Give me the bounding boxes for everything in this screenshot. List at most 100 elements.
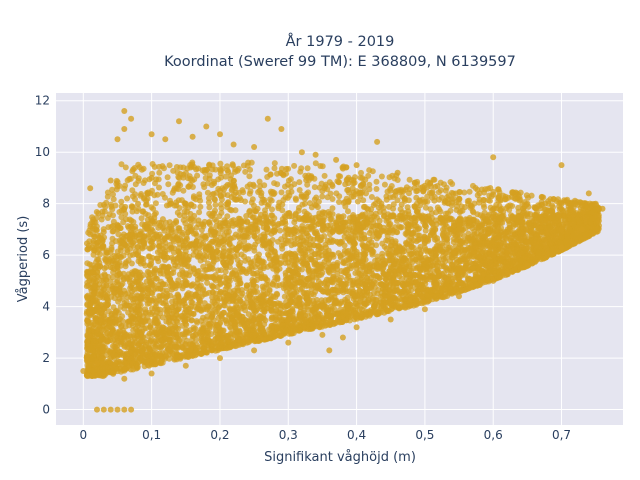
scatter-cloud-point	[361, 231, 368, 238]
scatter-cloud-point	[313, 194, 320, 201]
scatter-cloud-point	[182, 220, 189, 227]
scatter-cloud-point	[162, 194, 168, 201]
scatter-cloud-point	[352, 174, 358, 181]
scatter-cloud-point	[168, 254, 175, 261]
scatter-cloud-point	[138, 191, 145, 197]
scatter-cloud-point	[466, 188, 473, 195]
scatter-cloud-point	[218, 205, 225, 212]
scatter-cloud-point	[89, 214, 96, 221]
scatter-cloud-point	[181, 212, 188, 219]
scatter-cloud-point	[403, 239, 409, 246]
scatter-cloud-point	[129, 187, 136, 194]
scatter-cloud-point	[257, 183, 263, 190]
scatter-cloud-point	[99, 212, 106, 219]
scatter-cloud-point	[247, 166, 254, 173]
scatter-cloud-point	[365, 172, 372, 179]
scatter-cloud-point	[443, 210, 449, 217]
scatter-cloud-point	[170, 249, 177, 256]
scatter-cloud-point	[263, 166, 270, 173]
scatter-cloud-point	[373, 178, 380, 185]
scatter-cloud-point	[188, 282, 195, 289]
scatter-cloud-point	[350, 180, 357, 187]
scatter-cloud-point	[216, 310, 223, 317]
scatter-cloud-point	[399, 275, 405, 282]
scatter-cloud-point	[394, 197, 401, 204]
scatter-cloud-point	[271, 160, 278, 167]
scatter-cloud-point	[212, 166, 219, 173]
scatter-cloud-point	[301, 208, 308, 215]
scatter-cloud-point	[176, 227, 183, 234]
scatter-cloud-point	[212, 201, 219, 208]
scatter-cloud-point	[118, 254, 125, 261]
scatter-cloud-point	[480, 201, 487, 208]
scatter-cloud-point	[107, 249, 114, 256]
scatter-cloud-point	[376, 222, 383, 229]
scatter-cloud-point	[197, 203, 204, 210]
scatter-cloud-point	[449, 181, 456, 187]
scatter-cloud-point	[204, 189, 211, 196]
scatter-cloud-point	[245, 159, 252, 166]
scatter-cloud-point	[177, 182, 184, 189]
scatter-cloud-point	[448, 196, 455, 202]
scatter-cloud-point	[283, 170, 290, 177]
scatter-cloud-point	[183, 224, 190, 231]
scatter-cloud-point	[373, 186, 380, 192]
scatter-cloud-point	[225, 224, 232, 231]
scatter-cloud-point	[264, 245, 271, 252]
scatter-cloud-point	[368, 194, 375, 200]
scatter-cloud-point	[292, 210, 299, 217]
scatter-cloud-point	[165, 313, 172, 320]
scatter-cloud-point	[358, 169, 364, 176]
scatter-cloud-point	[444, 240, 451, 247]
scatter-cloud-point	[356, 235, 363, 242]
scatter-cloud-point	[224, 213, 231, 220]
scatter-cloud-point	[269, 212, 276, 219]
scatter-cloud-point	[85, 292, 91, 299]
scatter-cloud-point	[159, 280, 166, 287]
scatter-cloud-point	[329, 183, 336, 190]
scatter-cloud-point	[180, 187, 187, 194]
scatter-cloud-point	[390, 201, 397, 208]
scatter-cloud-point	[149, 161, 156, 167]
scatter-cloud-point	[210, 190, 217, 197]
scatter-cloud-point	[193, 318, 200, 325]
scatter-cloud-point	[434, 259, 441, 266]
scatter-cloud-point	[378, 173, 385, 180]
scatter-cloud-point	[477, 243, 484, 250]
scatter-cloud-point	[283, 166, 290, 172]
scatter-cloud-point	[240, 162, 247, 169]
scatter-cloud-point	[413, 180, 420, 187]
scatter-cloud-point	[238, 251, 245, 258]
scatter-cloud-point	[335, 179, 342, 185]
scatter-cloud-point	[165, 181, 172, 188]
scatter-cloud-point	[131, 165, 138, 171]
scatter-cloud-point	[201, 300, 208, 307]
scatter-cloud-point	[271, 165, 278, 172]
scatter-cloud-point	[182, 331, 189, 338]
scatter-cloud-point	[206, 161, 213, 168]
scatter-cloud-point	[112, 360, 119, 367]
scatter-cloud-point	[357, 174, 364, 181]
scatter-cloud-point	[113, 186, 120, 193]
scatter-cloud-point	[515, 208, 522, 215]
scatter-cloud-point	[509, 231, 516, 238]
scatter-cloud-point	[291, 241, 298, 248]
scatter-cloud-point	[128, 203, 135, 210]
scatter-cloud-point	[158, 253, 165, 260]
scatter-cloud-point	[428, 190, 435, 196]
scatter-cloud-point	[366, 186, 373, 193]
scatter-cloud-point	[218, 174, 224, 181]
scatter-cloud-point	[188, 317, 195, 323]
scatter-cloud-point	[140, 180, 147, 186]
scatter-cloud-point	[286, 301, 292, 308]
scatter-cloud-point	[251, 183, 257, 190]
scatter-cloud-point	[354, 276, 361, 282]
scatter-cloud-point	[461, 189, 468, 196]
scatter-cloud-point	[166, 162, 173, 169]
scatter-cloud-point	[370, 219, 377, 226]
scatter-cloud-point	[156, 169, 163, 176]
scatter-cloud-point	[106, 258, 112, 265]
scatter-cloud-point	[280, 197, 287, 203]
